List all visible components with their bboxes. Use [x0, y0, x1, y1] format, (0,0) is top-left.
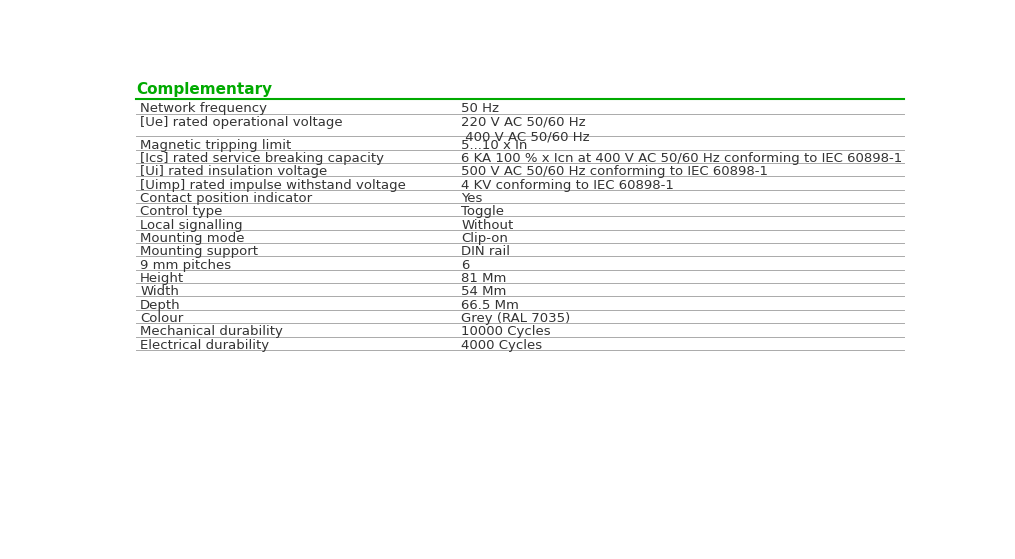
Text: 6 KA 100 % x Icn at 400 V AC 50/60 Hz conforming to IEC 60898-1: 6 KA 100 % x Icn at 400 V AC 50/60 Hz co…	[461, 152, 902, 165]
Text: Mounting mode: Mounting mode	[140, 232, 245, 245]
Text: 54 Mm: 54 Mm	[461, 285, 506, 299]
Text: Mounting support: Mounting support	[140, 245, 258, 258]
Text: Network frequency: Network frequency	[140, 102, 267, 115]
Text: Depth: Depth	[140, 299, 181, 312]
Text: 50 Hz: 50 Hz	[461, 102, 499, 115]
Text: Control type: Control type	[140, 205, 222, 218]
Text: 6: 6	[461, 259, 470, 272]
Text: Complementary: Complementary	[136, 82, 272, 97]
Text: 4000 Cycles: 4000 Cycles	[461, 339, 542, 352]
Text: Yes: Yes	[461, 192, 482, 205]
Text: 220 V AC 50/60 Hz
 400 V AC 50/60 Hz: 220 V AC 50/60 Hz 400 V AC 50/60 Hz	[461, 116, 590, 144]
Text: Clip-on: Clip-on	[461, 232, 509, 245]
Text: 66.5 Mm: 66.5 Mm	[461, 299, 519, 312]
Text: Local signalling: Local signalling	[140, 219, 243, 231]
Text: Magnetic tripping limit: Magnetic tripping limit	[140, 139, 291, 151]
Text: Colour: Colour	[140, 312, 184, 325]
Text: Grey (RAL 7035): Grey (RAL 7035)	[461, 312, 570, 325]
Text: 4 KV conforming to IEC 60898-1: 4 KV conforming to IEC 60898-1	[461, 178, 674, 192]
Text: Contact position indicator: Contact position indicator	[140, 192, 313, 205]
Text: 10000 Cycles: 10000 Cycles	[461, 325, 551, 338]
Text: 81 Mm: 81 Mm	[461, 272, 506, 285]
Text: [Uimp] rated impulse withstand voltage: [Uimp] rated impulse withstand voltage	[140, 178, 406, 192]
Text: Width: Width	[140, 285, 179, 299]
Text: Toggle: Toggle	[461, 205, 504, 218]
Text: 500 V AC 50/60 Hz conforming to IEC 60898-1: 500 V AC 50/60 Hz conforming to IEC 6089…	[461, 165, 768, 178]
Text: [Ics] rated service breaking capacity: [Ics] rated service breaking capacity	[140, 152, 385, 165]
Text: Without: Without	[461, 219, 514, 231]
Text: Mechanical durability: Mechanical durability	[140, 325, 283, 338]
Text: [Ue] rated operational voltage: [Ue] rated operational voltage	[140, 116, 343, 129]
Text: [Ui] rated insulation voltage: [Ui] rated insulation voltage	[140, 165, 328, 178]
Text: 5...10 x In: 5...10 x In	[461, 139, 528, 151]
Text: Electrical durability: Electrical durability	[140, 339, 269, 352]
Text: 9 mm pitches: 9 mm pitches	[140, 259, 231, 272]
Text: DIN rail: DIN rail	[461, 245, 511, 258]
Text: Height: Height	[140, 272, 185, 285]
